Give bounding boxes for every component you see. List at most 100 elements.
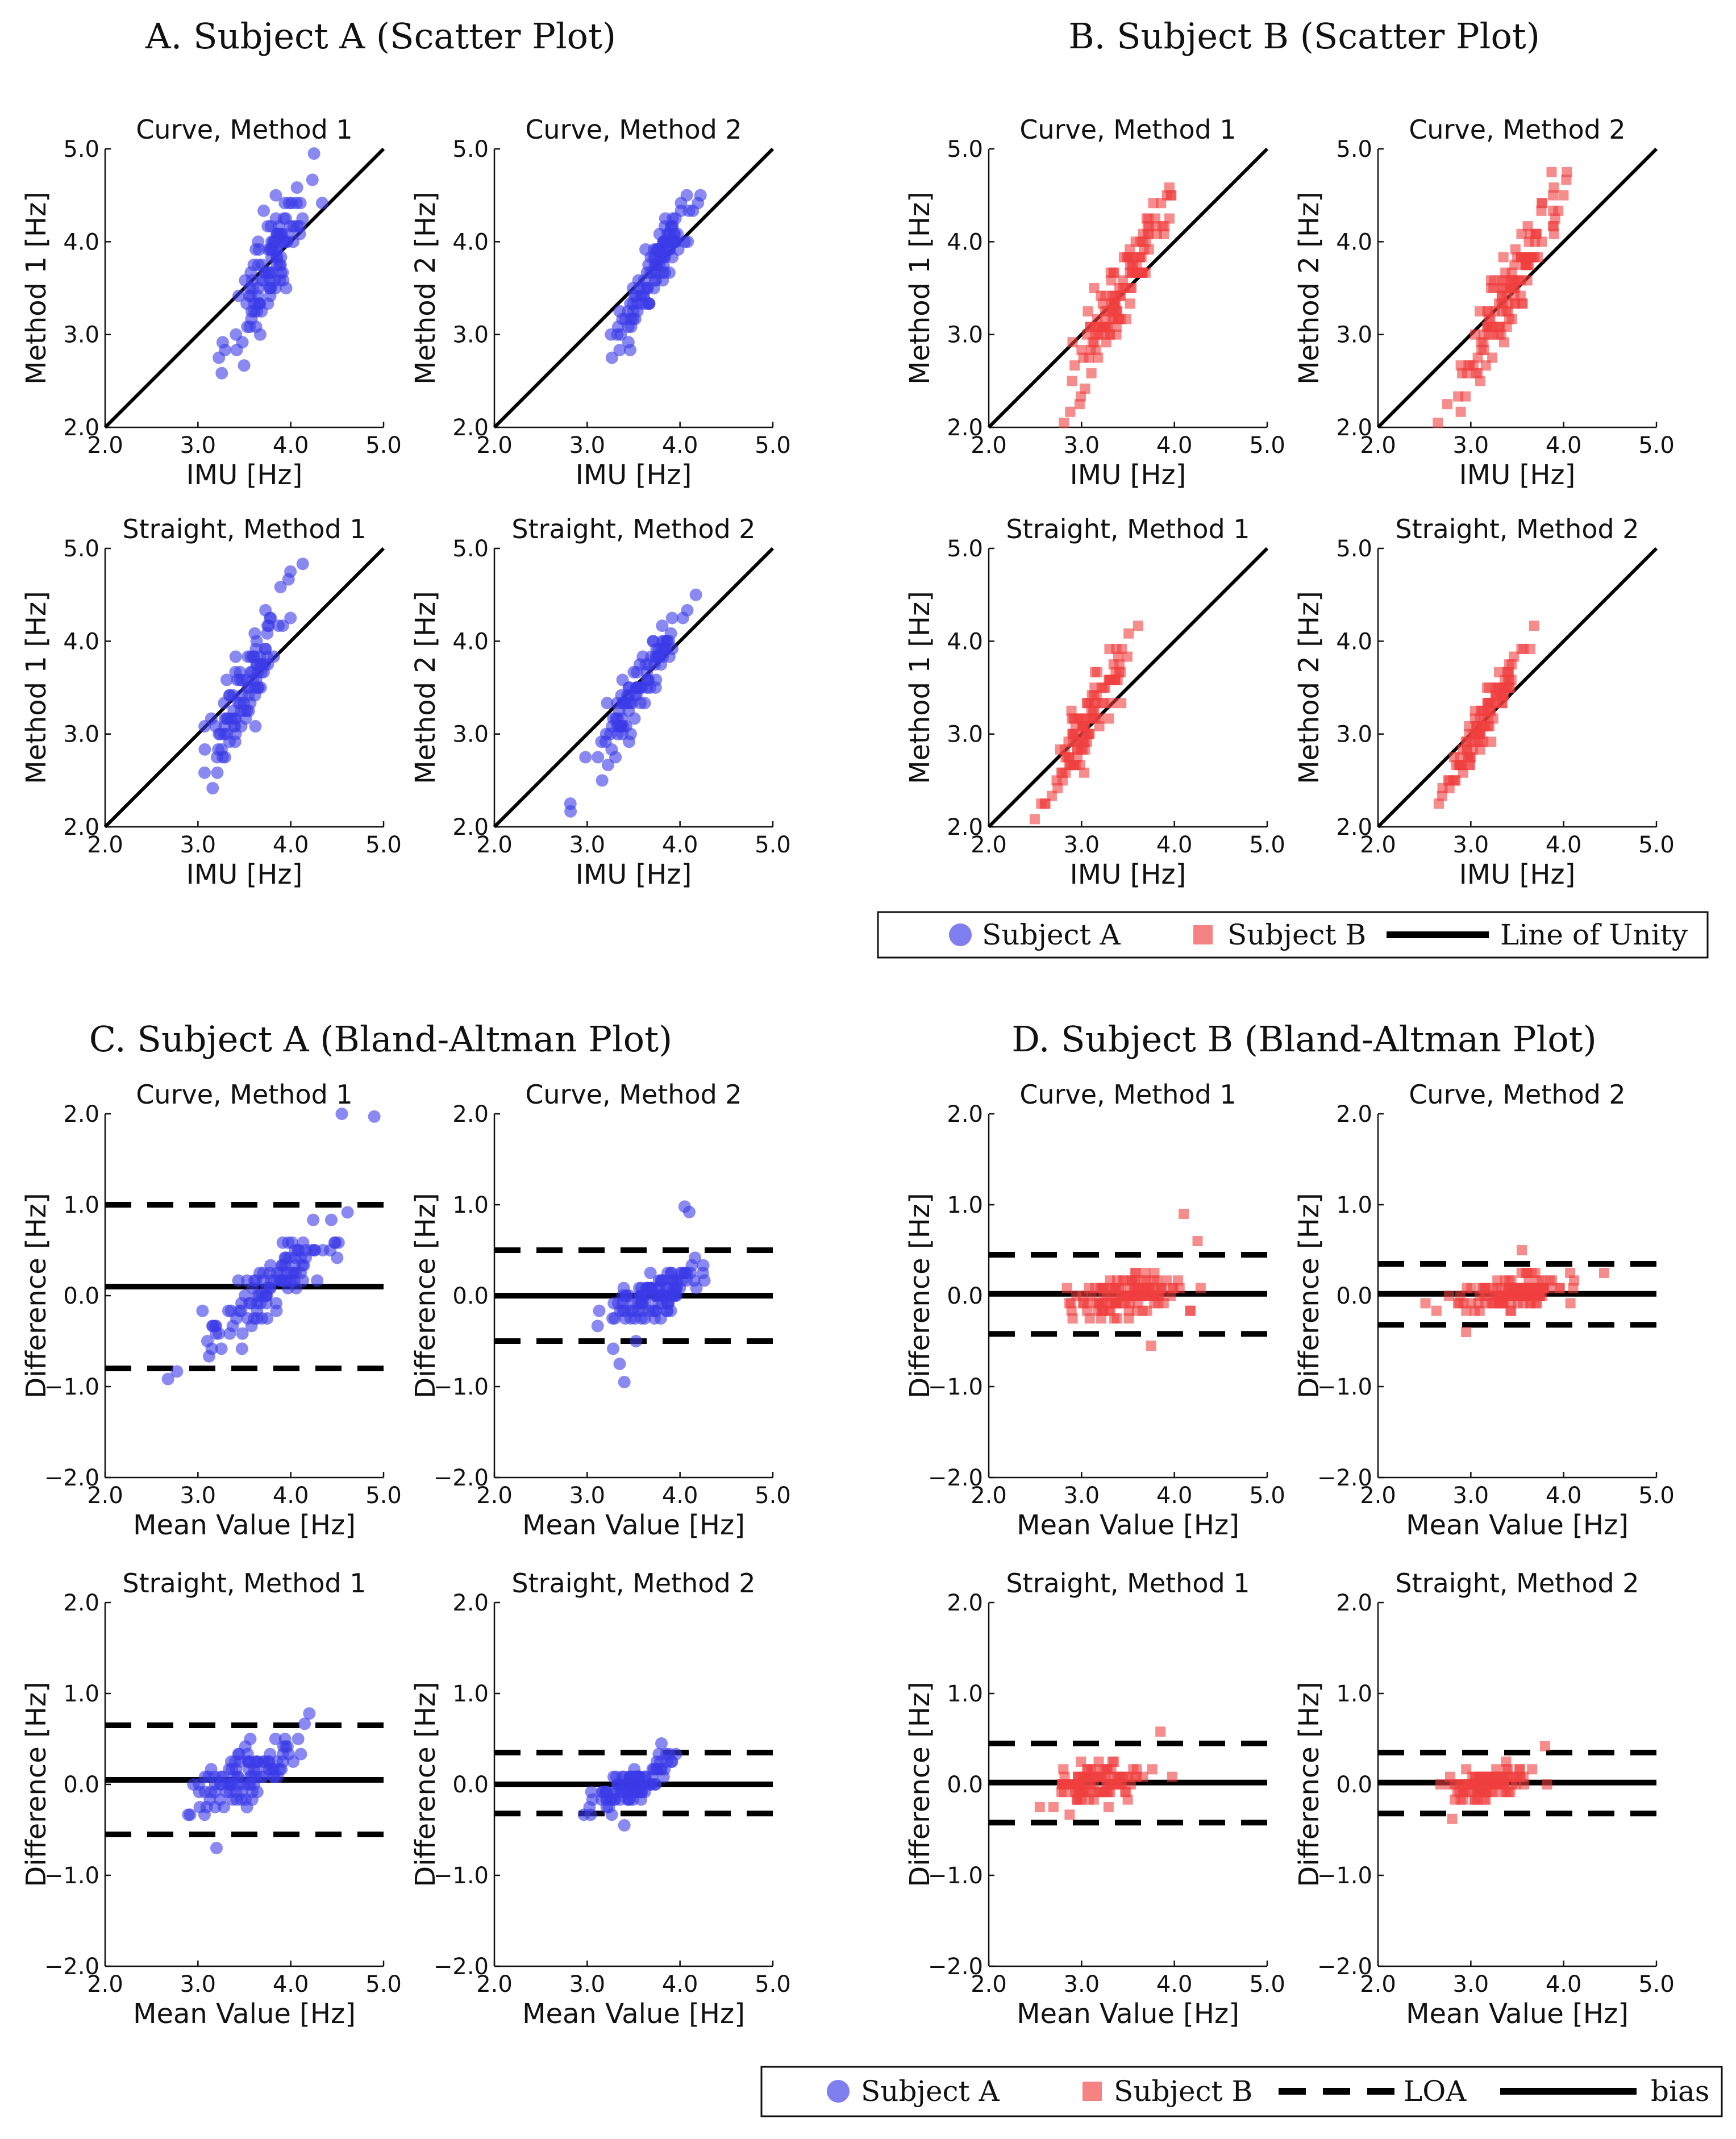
data-point <box>1486 736 1497 747</box>
data-point <box>1089 337 1100 348</box>
y-tick-label: 1.0 <box>63 1192 99 1218</box>
data-point <box>1515 1283 1526 1293</box>
data-point <box>680 189 693 202</box>
data-point <box>205 1342 218 1355</box>
legend-bottom-marker-a <box>827 2080 850 2103</box>
section-d-title: D. Subject B (Bland-Altman Plot) <box>1011 1018 1597 1060</box>
y-tick-label: 2.0 <box>452 814 489 840</box>
data-point <box>1540 1741 1550 1751</box>
data-point <box>1458 767 1468 778</box>
legend-bottom-label-b: Subject B <box>1114 2075 1252 2108</box>
x-tick-label: 3.0 <box>1064 1971 1100 1997</box>
data-point <box>1471 1779 1481 1790</box>
data-point <box>1083 306 1093 317</box>
data-point <box>272 619 285 632</box>
data-point <box>1070 729 1081 739</box>
data-point <box>655 1763 668 1776</box>
x-tick-label: 3.0 <box>1453 1483 1489 1509</box>
y-axis-label: Method 1 [Hz] <box>904 192 936 385</box>
data-point <box>1420 1298 1431 1309</box>
y-tick-label: 4.0 <box>947 629 983 655</box>
y-tick-label: −2.0 <box>1317 1954 1372 1980</box>
x-tick-label: 5.0 <box>1638 432 1675 459</box>
data-point <box>198 743 211 756</box>
data-point <box>331 1251 344 1264</box>
x-tick-label: 3.0 <box>569 1483 606 1509</box>
data-point <box>644 1267 657 1279</box>
data-point <box>1464 721 1475 732</box>
data-point <box>1144 221 1155 232</box>
x-tick-label: 2.0 <box>476 1971 513 1997</box>
data-point <box>628 313 642 326</box>
x-tick-label: 5.0 <box>1249 432 1285 459</box>
x-tick-label: 4.0 <box>273 832 309 858</box>
x-axis-label: Mean Value [Hz] <box>522 1509 745 1541</box>
data-point <box>1112 1313 1123 1324</box>
y-tick-label: 3.0 <box>452 322 489 348</box>
data-point <box>616 673 629 686</box>
data-point <box>1472 352 1483 363</box>
x-tick-label: 3.0 <box>569 432 606 459</box>
panel-c-4: Straight, Method 2 2.0 3.0 4.0 5.0 −2.0 −1.0 0.… <box>410 1568 791 2030</box>
data-point <box>225 712 238 725</box>
x-axis-label: Mean Value [Hz] <box>1017 1509 1239 1541</box>
data-point <box>1085 344 1096 355</box>
data-point <box>217 1801 230 1813</box>
y-axis-label: Difference [Hz] <box>1293 1682 1325 1887</box>
data-point <box>1546 167 1557 177</box>
y-tick-label: 0.0 <box>452 1772 489 1798</box>
data-point <box>282 573 295 586</box>
data-point <box>1109 298 1119 309</box>
data-point <box>324 1213 338 1226</box>
data-point <box>1516 643 1527 654</box>
data-point <box>1081 1771 1092 1782</box>
x-tick-label: 2.0 <box>476 1483 513 1509</box>
data-point <box>690 1281 703 1295</box>
data-point <box>1494 298 1505 309</box>
data-point <box>1051 775 1062 786</box>
data-point <box>666 251 679 264</box>
data-point <box>604 1793 617 1806</box>
panel-d-1: Curve, Method 1 2.0 3.0 4.0 5.0 −2.0 −1.0 0.0 1.… <box>904 1079 1285 1541</box>
data-point <box>209 720 222 733</box>
data-point <box>661 1267 675 1279</box>
y-axis-label: Difference [Hz] <box>904 1682 936 1887</box>
y-axis-label: Difference [Hz] <box>904 1193 936 1398</box>
x-axis-label: Mean Value [Hz] <box>1017 1998 1239 2030</box>
data-point <box>1111 322 1122 332</box>
data-point <box>270 1304 283 1317</box>
x-tick-label: 5.0 <box>1249 1971 1285 1997</box>
panel-title: Curve, Method 1 <box>1019 1079 1236 1110</box>
y-tick-label: 1.0 <box>452 1192 489 1218</box>
data-point <box>1453 391 1464 402</box>
data-point <box>341 1206 354 1219</box>
data-point <box>230 343 243 356</box>
data-point <box>1192 1236 1203 1246</box>
y-tick-label: −1.0 <box>1317 1863 1372 1889</box>
section-b-title: B. Subject B (Scatter Plot) <box>1068 15 1540 57</box>
data-point <box>220 673 233 686</box>
x-tick-label: 2.0 <box>1360 1971 1396 1997</box>
data-point <box>1066 705 1077 716</box>
data-point <box>248 1778 261 1791</box>
data-point <box>656 619 669 632</box>
y-tick-label: −1.0 <box>44 1374 99 1400</box>
data-point <box>227 1770 240 1783</box>
x-tick-label: 4.0 <box>1546 832 1582 858</box>
x-tick-label: 2.0 <box>87 832 123 858</box>
data-point <box>630 1786 643 1799</box>
x-tick-label: 2.0 <box>1360 432 1396 459</box>
data-point <box>1132 1283 1143 1293</box>
data-point <box>1479 1291 1490 1301</box>
x-tick-label: 3.0 <box>569 832 606 858</box>
data-point <box>1493 329 1504 340</box>
x-tick-label: 3.0 <box>1064 432 1100 459</box>
data-point <box>623 1770 636 1783</box>
data-point <box>284 611 297 625</box>
data-point <box>1478 329 1489 340</box>
data-point <box>649 681 662 694</box>
data-point <box>1072 744 1083 755</box>
data-point <box>1131 1764 1142 1775</box>
data-point <box>1117 275 1128 286</box>
data-point <box>664 627 677 640</box>
